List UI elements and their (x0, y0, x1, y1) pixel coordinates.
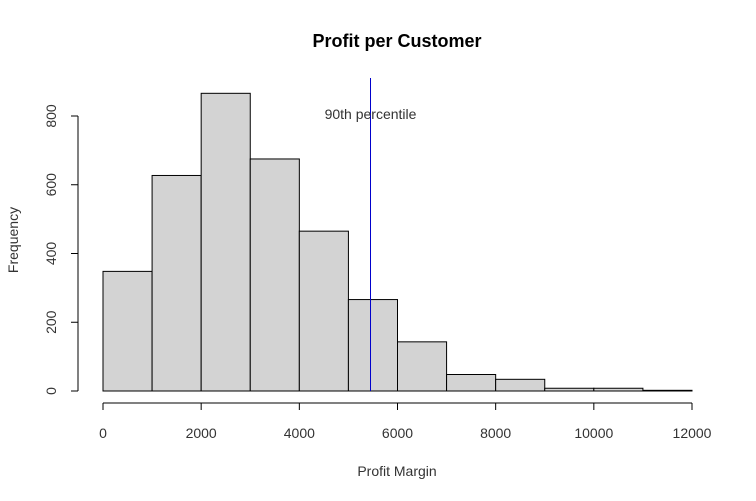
histogram-bar-8 (495, 378, 546, 392)
histogram-bar-10 (593, 387, 644, 392)
y-tick-label-2: 400 (43, 242, 59, 266)
histogram-bar-3 (249, 158, 300, 392)
histogram-bar-1 (151, 174, 202, 392)
x-axis: 0 2000 4000 6000 8000 10000 12000 (99, 402, 712, 441)
y-axis-label: Frequency (5, 207, 21, 273)
chart-title: Profit per Customer (312, 31, 481, 51)
y-tick-label-1: 200 (43, 310, 59, 334)
x-tick-label-5: 10000 (574, 425, 613, 441)
x-tick-label-1: 2000 (186, 425, 217, 441)
x-tick-label-4: 8000 (480, 425, 511, 441)
y-axis: 0 200 400 600 800 (43, 104, 79, 395)
y-tick-label-0: 0 (43, 387, 59, 395)
histogram-bar-5 (347, 299, 398, 392)
percentile-label: 90th percentile (325, 106, 417, 122)
x-tick-label-3: 6000 (382, 425, 413, 441)
y-tick-label-4: 800 (43, 104, 59, 128)
x-tick-label-0: 0 (99, 425, 107, 441)
percentile-annotation: 90th percentile (325, 78, 417, 391)
histogram-bar-9 (544, 387, 595, 392)
histogram-bar-7 (446, 374, 497, 392)
y-tick-label-3: 600 (43, 173, 59, 197)
histogram-bar-11 (642, 389, 693, 392)
x-axis-label: Profit Margin (357, 463, 436, 479)
histogram-bar-4 (298, 230, 349, 392)
histogram-bar-0 (102, 270, 153, 392)
x-tick-label-6: 12000 (673, 425, 712, 441)
histogram-bar-2 (200, 92, 251, 392)
histogram-bars (102, 92, 693, 392)
x-tick-label-2: 4000 (284, 425, 315, 441)
histogram-bar-6 (397, 341, 448, 392)
